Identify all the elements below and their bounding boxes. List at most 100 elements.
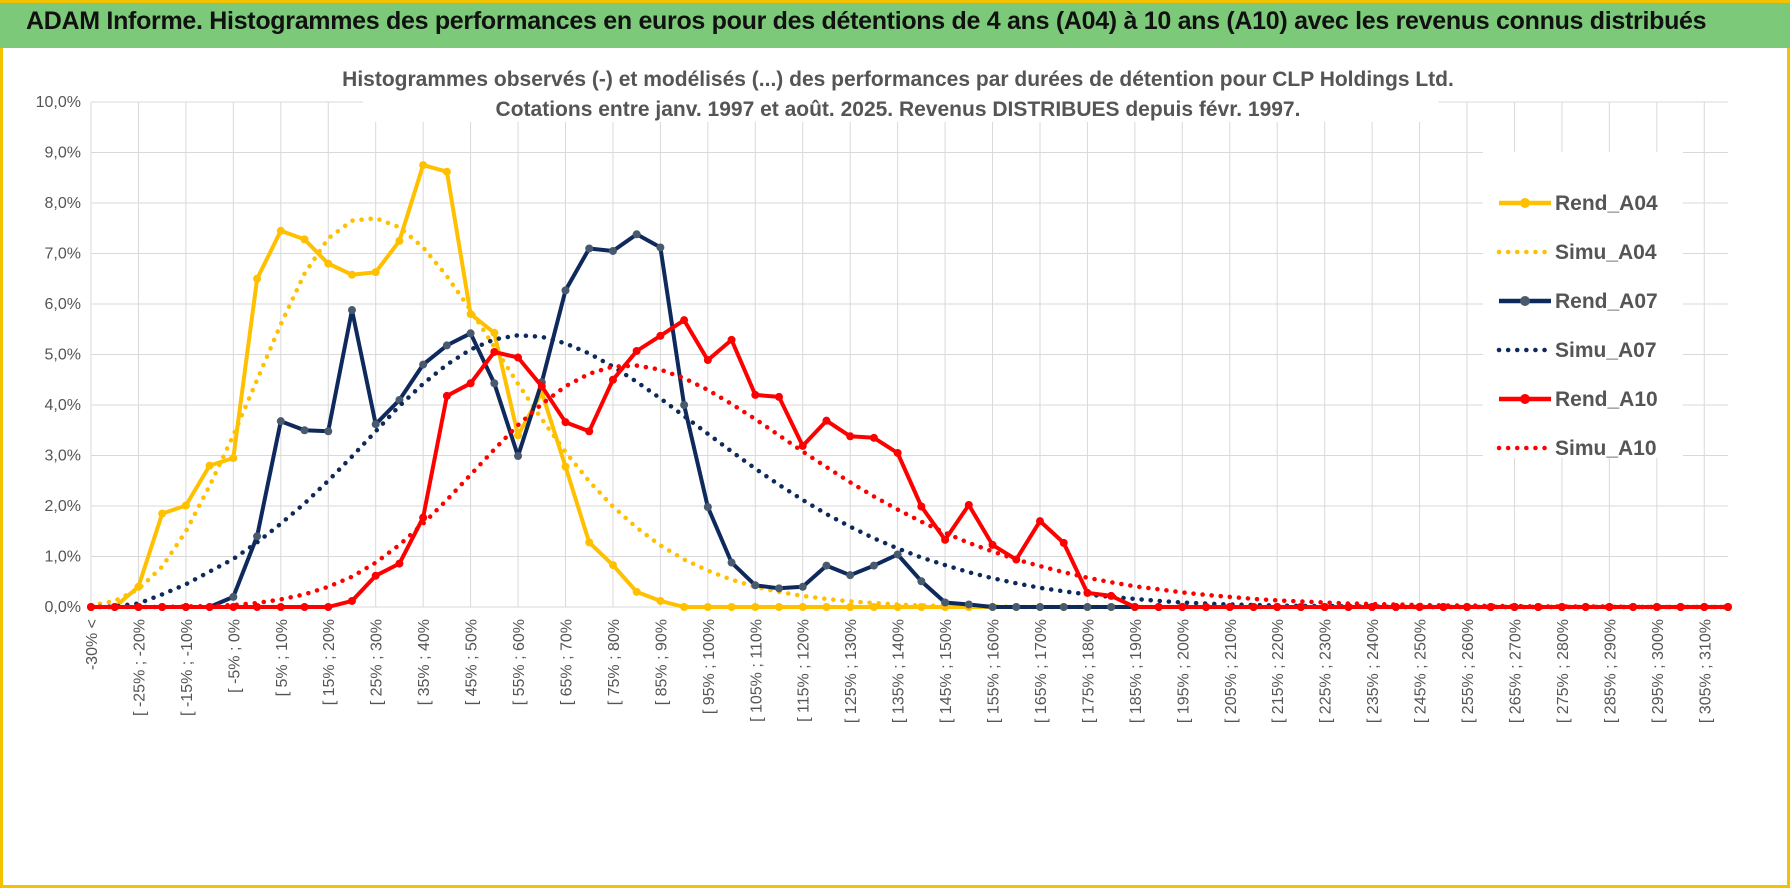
data-point <box>514 353 523 362</box>
data-point <box>229 454 238 463</box>
y-tick-label: 3,0% <box>45 448 81 465</box>
data-point <box>1202 603 1211 611</box>
y-tick-label: 0,0% <box>45 599 81 616</box>
banner-title: ADAM Informe. Histogrammes des performan… <box>26 7 1707 35</box>
legend-item-Simu_A07: Simu_A07 <box>1496 339 1657 362</box>
data-point <box>656 331 665 340</box>
x-tick-label: [ 285% ; 290% <box>1602 619 1619 723</box>
data-point <box>1296 603 1305 611</box>
data-point <box>466 329 475 338</box>
data-point <box>514 431 523 440</box>
series-line <box>88 215 1731 610</box>
x-tick-label: [ 155% ; 160% <box>986 619 1003 723</box>
series-Rend_A10 <box>87 316 1732 611</box>
data-point <box>1035 517 1044 526</box>
data-point <box>798 582 807 591</box>
data-point <box>442 167 451 176</box>
data-point <box>181 603 190 611</box>
data-point <box>1012 603 1021 611</box>
data-point <box>988 603 997 611</box>
y-axis-ticks: 0,0% 1,0% 2,0% 3,0% 4,0% 5,0% 6,0% 7,0% 8,0% 9,0%… <box>36 94 81 616</box>
data-point <box>680 603 689 611</box>
data-point <box>775 584 784 593</box>
x-tick-label: [ 275% ; 280% <box>1555 619 1572 723</box>
x-tick-label: [ 75% ; 80% <box>606 619 623 705</box>
data-point <box>1439 603 1448 611</box>
data-point <box>419 360 428 369</box>
data-point <box>893 448 902 457</box>
x-tick-label: [ 35% ; 40% <box>416 619 433 705</box>
data-point <box>608 246 617 255</box>
data-point <box>347 270 356 279</box>
data-point <box>442 341 451 350</box>
data-point <box>442 391 451 400</box>
data-point <box>347 596 356 605</box>
data-point <box>1083 588 1092 597</box>
data-point <box>680 401 689 409</box>
data-point <box>1154 603 1163 611</box>
data-point <box>1059 603 1068 611</box>
series-layer <box>87 161 1732 611</box>
data-point <box>371 420 380 429</box>
x-tick-label: [ 255% ; 260% <box>1460 619 1477 723</box>
data-point <box>869 433 878 442</box>
series-line <box>88 363 1731 610</box>
y-tick-label: 2,0% <box>45 498 81 515</box>
page-banner: ADAM Informe. Histogrammes des performan… <box>0 0 1790 48</box>
data-point <box>158 509 167 518</box>
data-point <box>181 501 190 510</box>
series-line <box>89 232 1730 609</box>
x-tick-label: [ 55% ; 60% <box>511 619 528 705</box>
data-point <box>632 346 641 355</box>
data-point <box>798 603 807 611</box>
data-point <box>229 592 238 601</box>
data-point <box>300 426 309 435</box>
data-point <box>1059 538 1068 547</box>
data-point <box>703 503 712 512</box>
data-point <box>846 432 855 441</box>
legend-marker <box>1520 198 1530 208</box>
data-point <box>585 538 594 547</box>
data-point <box>727 335 736 344</box>
data-point <box>727 603 736 611</box>
data-point <box>561 462 570 471</box>
title-background <box>363 60 1438 122</box>
data-point <box>632 230 641 239</box>
legend-label: Rend_A10 <box>1555 388 1658 411</box>
legend-label: Simu_A04 <box>1555 241 1657 264</box>
data-point <box>964 500 973 509</box>
data-point <box>751 390 760 399</box>
data-point <box>419 513 428 522</box>
data-point <box>917 577 926 586</box>
x-tick-label: [ 225% ; 230% <box>1318 619 1335 723</box>
data-point <box>1107 603 1116 611</box>
data-point <box>1273 603 1282 611</box>
data-point <box>775 603 784 611</box>
data-point <box>371 571 380 580</box>
data-point <box>964 600 973 609</box>
x-tick-label: [ 85% ; 90% <box>653 619 670 705</box>
data-point <box>253 274 262 283</box>
data-point <box>205 461 214 470</box>
x-tick-label: [ 45% ; 50% <box>464 619 481 705</box>
data-point <box>585 427 594 436</box>
x-tick-label: [ 115% ; 120% <box>796 619 813 722</box>
data-point <box>561 418 570 427</box>
data-point <box>1724 603 1732 611</box>
data-point <box>561 286 570 295</box>
legend: Rend_A04 Simu_A04 Rend_A07 Simu_A07 Rend_A10… <box>1483 152 1683 460</box>
data-point <box>276 417 285 426</box>
x-tick-label: [ 295% ; 300% <box>1650 619 1667 723</box>
series-Simu_A07 <box>88 333 1731 610</box>
y-tick-label: 6,0% <box>45 296 81 313</box>
data-point <box>680 316 689 325</box>
x-tick-label: [ 165% ; 170% <box>1033 619 1050 723</box>
data-point <box>822 416 831 425</box>
data-point <box>846 571 855 580</box>
data-point <box>608 561 617 570</box>
data-point <box>703 603 712 611</box>
y-tick-label: 4,0% <box>45 397 81 414</box>
data-point <box>727 558 736 567</box>
data-point <box>276 603 285 611</box>
series-Simu_A10 <box>88 363 1731 610</box>
